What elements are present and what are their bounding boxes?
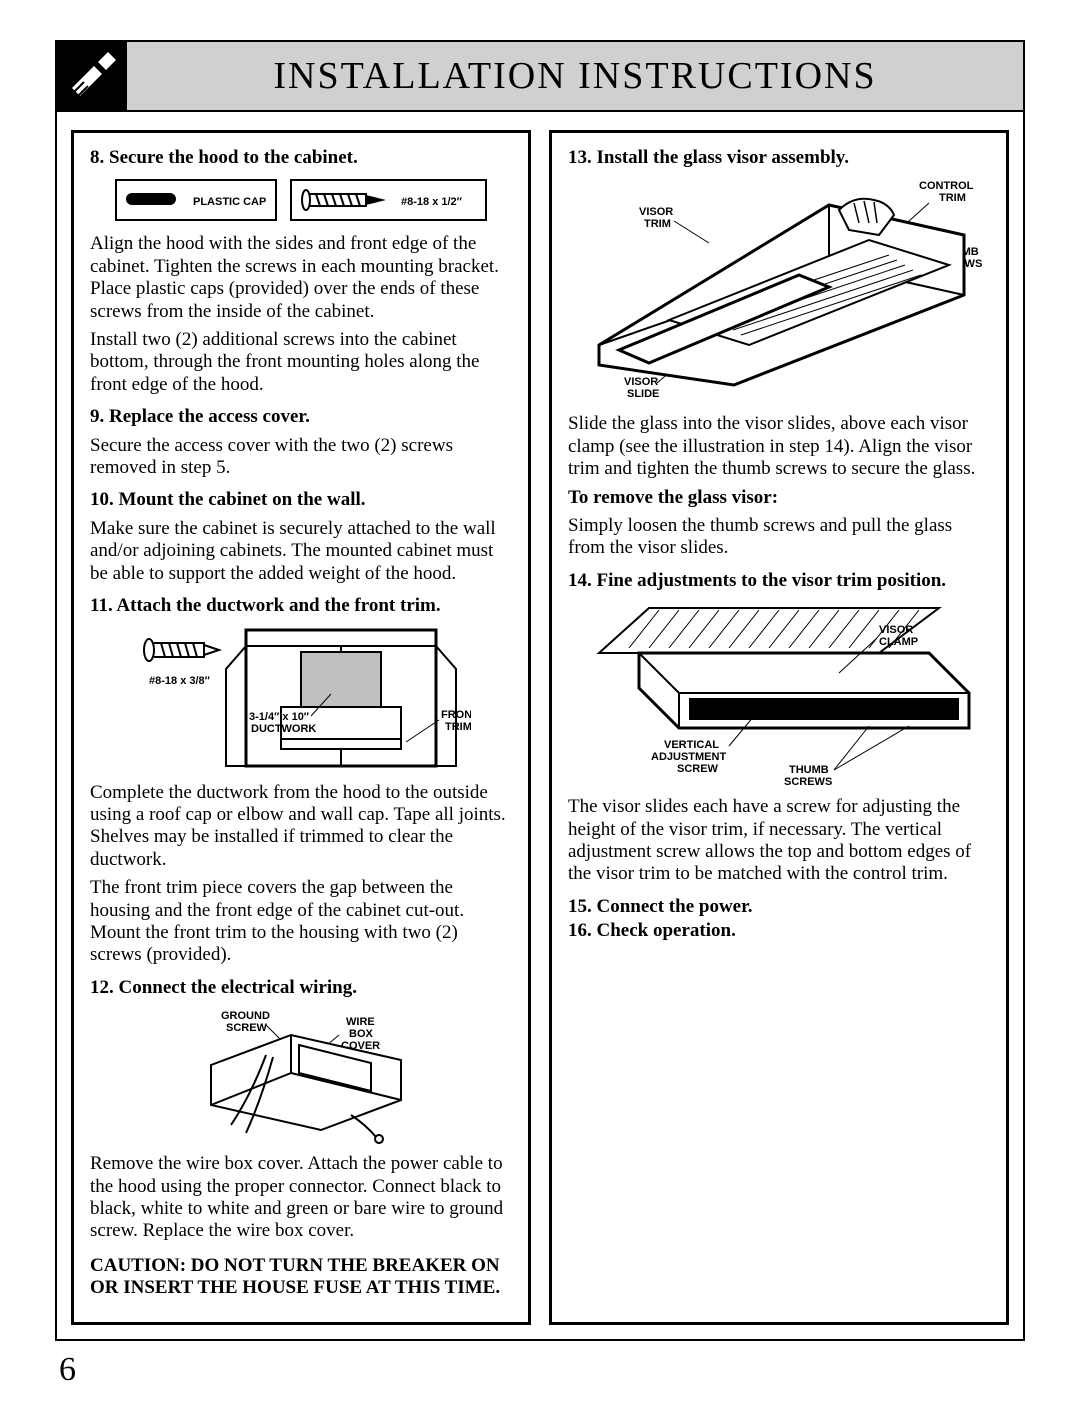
figure-step-12: GROUND SCREW WIRE BOX COVER bbox=[90, 1005, 512, 1145]
step-14-heading: 14. Fine adjustments to the visor trim p… bbox=[568, 570, 990, 592]
step-16-heading: 16. Check operation. bbox=[568, 920, 990, 942]
svg-text:THUMB: THUMB bbox=[789, 764, 829, 776]
screw-size-label: #8-18 x 1/2″ bbox=[401, 196, 463, 208]
step-13-p1: Slide the glass into the visor slides, a… bbox=[568, 413, 990, 480]
plastic-cap-label: PLASTIC CAP bbox=[193, 196, 266, 208]
svg-text:GROUND: GROUND bbox=[221, 1010, 270, 1022]
figure-step-8: PLASTIC CAP #8-18 x 1/2″ bbox=[90, 175, 512, 225]
step-9-heading: 9. Replace the access cover. bbox=[90, 406, 512, 428]
step-9-p1: Secure the access cover with the two (2)… bbox=[90, 435, 512, 480]
title-bar: INSTALLATION INSTRUCTIONS bbox=[57, 42, 1023, 112]
step-15-heading: 15. Connect the power. bbox=[568, 896, 990, 918]
page-title: INSTALLATION INSTRUCTIONS bbox=[127, 42, 1023, 110]
svg-text:SLIDE: SLIDE bbox=[627, 388, 659, 400]
step-10-p1: Make sure the cabinet is securely attach… bbox=[90, 518, 512, 585]
left-column: 8. Secure the hood to the cabinet. PLAST… bbox=[71, 130, 531, 1325]
svg-text:VISOR: VISOR bbox=[639, 206, 673, 218]
svg-text:ADJUSTMENT: ADJUSTMENT bbox=[651, 751, 726, 763]
step-12-p1: Remove the wire box cover. Attach the po… bbox=[90, 1153, 512, 1243]
svg-text:TRIM: TRIM bbox=[644, 218, 671, 230]
step-13-heading: 13. Install the glass visor assembly. bbox=[568, 147, 990, 169]
svg-text:BOX: BOX bbox=[349, 1028, 374, 1040]
step-14-p1: The visor slides each have a screw for a… bbox=[568, 796, 990, 886]
svg-text:VERTICAL: VERTICAL bbox=[664, 739, 719, 751]
remove-visor-p: Simply loosen the thumb screws and pull … bbox=[568, 515, 990, 560]
page-number: 6 bbox=[59, 1351, 1025, 1389]
svg-text:SCREWS: SCREWS bbox=[784, 776, 832, 788]
svg-text:TRIM: TRIM bbox=[939, 192, 966, 204]
svg-text:FRONT: FRONT bbox=[441, 709, 471, 721]
step-12-heading: 12. Connect the electrical wiring. bbox=[90, 977, 512, 999]
svg-text:3-1/4″ x 10″: 3-1/4″ x 10″ bbox=[249, 711, 310, 723]
page-frame: INSTALLATION INSTRUCTIONS 8. Secure the … bbox=[55, 40, 1025, 1341]
svg-text:#8-18 x 3/8″: #8-18 x 3/8″ bbox=[149, 675, 211, 687]
step-10-heading: 10. Mount the cabinet on the wall. bbox=[90, 489, 512, 511]
svg-text:TRIM: TRIM bbox=[445, 721, 471, 733]
svg-text:CLAMP: CLAMP bbox=[879, 636, 918, 648]
remove-visor-heading: To remove the glass visor: bbox=[568, 487, 990, 509]
svg-text:DUCTWORK: DUCTWORK bbox=[251, 723, 316, 735]
figure-step-13: CONTROL TRIM VISOR TRIM THUMB SCREWS VIS… bbox=[568, 175, 990, 405]
svg-text:SCREW: SCREW bbox=[226, 1022, 268, 1034]
step-11-heading: 11. Attach the ductwork and the front tr… bbox=[90, 595, 512, 617]
content-columns: 8. Secure the hood to the cabinet. PLAST… bbox=[57, 112, 1023, 1339]
svg-text:WIRE: WIRE bbox=[346, 1016, 375, 1028]
figure-step-14: VISOR CLAMP VERTICAL ADJUSTMENT SCREW TH… bbox=[568, 598, 990, 788]
step-8-heading: 8. Secure the hood to the cabinet. bbox=[90, 147, 512, 169]
step-8-p2: Install two (2) additional screws into t… bbox=[90, 329, 512, 396]
step-11-p1: Complete the ductwork from the hood to t… bbox=[90, 782, 512, 872]
wrench-tool-icon bbox=[57, 42, 127, 110]
step-8-p1: Align the hood with the sides and front … bbox=[90, 233, 512, 323]
caution-text: CAUTION: DO NOT TURN THE BREAKER ON OR I… bbox=[90, 1255, 512, 1300]
svg-text:SCREW: SCREW bbox=[677, 763, 719, 775]
svg-text:CONTROL: CONTROL bbox=[919, 180, 974, 192]
step-11-p2: The front trim piece covers the gap betw… bbox=[90, 877, 512, 967]
figure-step-11: #8-18 x 3/8″ 3-1/4″ x 10″ DUCTWORK bbox=[90, 624, 512, 774]
svg-text:VISOR: VISOR bbox=[879, 624, 913, 636]
svg-text:VISOR: VISOR bbox=[624, 376, 658, 388]
right-column: 13. Install the glass visor assembly. CO… bbox=[549, 130, 1009, 1325]
